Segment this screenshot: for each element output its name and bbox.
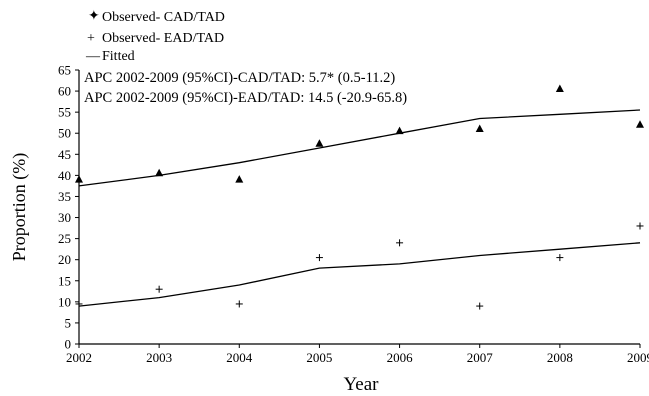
y-tick-label: 45	[58, 147, 71, 162]
legend-entry-ead: + Observed- EAD/TAD	[87, 31, 224, 46]
legend: ✦ Observed- CAD/TAD + Observed- EAD/TAD …	[85, 9, 225, 64]
ead-point	[396, 239, 404, 247]
ead-point	[636, 222, 644, 230]
series-0	[75, 84, 644, 183]
y-tick-label: 10	[58, 294, 71, 309]
y-tick-label: 30	[58, 210, 71, 225]
x-tick-label: 2007	[467, 350, 494, 365]
cad-point	[155, 168, 164, 177]
y-tick-label: 35	[58, 189, 71, 204]
cad-point	[235, 175, 244, 183]
y-axis-title: Proportion (%)	[9, 153, 30, 261]
legend-marker-fitted: —	[85, 49, 101, 64]
ead-point	[155, 285, 163, 293]
x-tick-label: 2003	[146, 350, 172, 365]
y-axis-ticks: 0 5 10 15 20 25 30 35 40 45 50 55 60 65	[58, 63, 79, 352]
legend-label-ead: Observed- EAD/TAD	[102, 31, 224, 46]
ead-point	[556, 254, 564, 262]
ead-point	[235, 300, 243, 308]
legend-entry-cad: ✦ Observed- CAD/TAD	[88, 9, 225, 25]
y-tick-label: 15	[58, 273, 71, 288]
ead-point	[315, 254, 323, 262]
x-axis-title: Year	[343, 374, 379, 395]
cad-point	[315, 139, 324, 147]
y-tick-label: 65	[58, 63, 71, 78]
cad-point	[555, 84, 564, 92]
y-tick-label: 60	[58, 84, 71, 99]
series-layer	[75, 84, 644, 310]
series-3	[78, 242, 641, 307]
legend-entry-fitted: — Fitted	[85, 49, 135, 64]
x-tick-label: 2008	[547, 350, 573, 365]
y-tick-label: 0	[65, 337, 72, 352]
series-1	[75, 222, 644, 310]
x-tick-label: 2002	[66, 350, 92, 365]
y-tick-label: 50	[58, 126, 71, 141]
fitted-line	[78, 109, 641, 187]
cad-point	[475, 124, 484, 133]
y-tick-label: 25	[58, 231, 71, 246]
y-tick-label: 40	[58, 168, 71, 183]
apc-annotation-cad: APC 2002-2009 (95%CI)-CAD/TAD: 5.7* (0.5…	[84, 70, 395, 86]
fitted-line	[78, 242, 641, 307]
legend-label-cad: Observed- CAD/TAD	[102, 10, 225, 25]
legend-marker-ead: +	[87, 31, 95, 46]
legend-label-fitted: Fitted	[102, 49, 135, 64]
x-tick-label: 2004	[226, 350, 253, 365]
legend-marker-cad: ✦	[88, 9, 100, 24]
ead-point	[476, 302, 484, 310]
y-tick-label: 5	[65, 315, 72, 330]
x-axis-ticks: 2002 2003 2004 2005 2006 2007 2008 2009	[66, 344, 649, 365]
x-tick-label: 2006	[387, 350, 414, 365]
series-2	[78, 109, 641, 187]
x-tick-label: 2009	[627, 350, 649, 365]
apc-annotation-ead: APC 2002-2009 (95%CI)-EAD/TAD: 14.5 (-20…	[84, 90, 407, 106]
cad-point	[636, 120, 644, 128]
x-tick-label: 2005	[306, 350, 332, 365]
y-tick-label: 20	[58, 252, 71, 267]
y-tick-label: 55	[58, 105, 71, 120]
